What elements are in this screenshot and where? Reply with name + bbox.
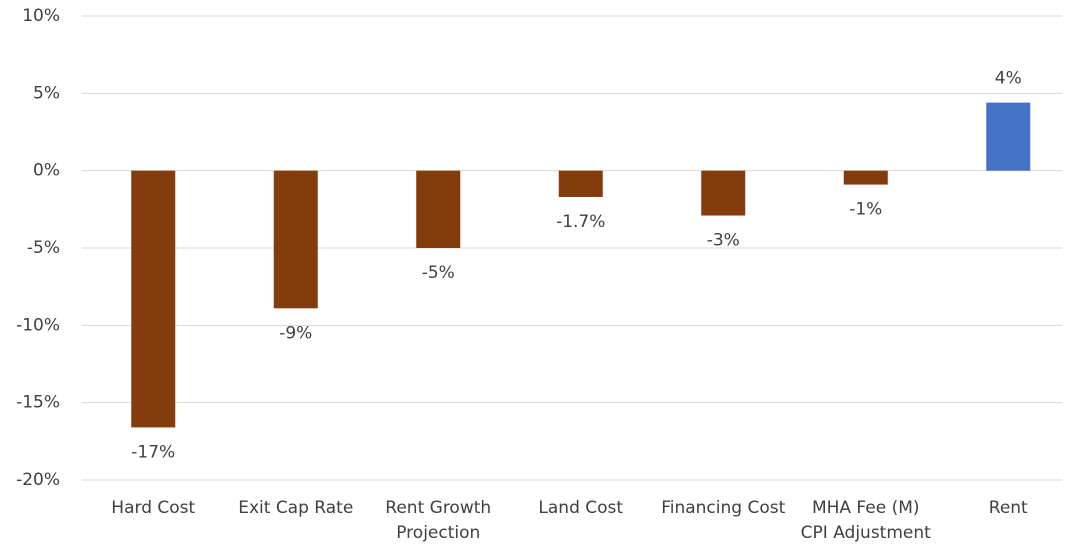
x-tick-label: Exit Cap Rate xyxy=(238,498,353,518)
value-label: -5% xyxy=(422,263,455,283)
value-label: -17% xyxy=(131,442,175,462)
bar xyxy=(416,170,461,248)
bar xyxy=(558,170,603,197)
bar xyxy=(701,170,746,216)
y-tick-label: -10% xyxy=(16,315,60,335)
x-tick-label: Financing Cost xyxy=(661,498,785,518)
y-tick-label: 10% xyxy=(22,6,60,26)
y-tick-label: -5% xyxy=(27,238,60,258)
bar xyxy=(273,170,318,309)
value-label: 4% xyxy=(995,69,1022,89)
value-label: -9% xyxy=(279,323,312,343)
x-tick-label: Rent xyxy=(989,498,1028,518)
x-tick-label: Hard Cost xyxy=(111,498,195,518)
y-tick-label: -20% xyxy=(16,470,60,490)
x-tick-label: Rent Growth Projection xyxy=(385,498,491,543)
value-label: -1.7% xyxy=(556,212,605,232)
y-tick-label: 5% xyxy=(33,83,60,103)
value-label: -1% xyxy=(849,200,882,220)
x-tick-label: MHA Fee (M) CPI Adjustment xyxy=(801,498,931,543)
bar xyxy=(843,170,888,185)
value-label: -3% xyxy=(707,231,740,251)
y-tick-label: 0% xyxy=(33,161,60,181)
x-tick-label: Land Cost xyxy=(538,498,623,518)
bar xyxy=(131,170,176,428)
y-tick-label: -15% xyxy=(16,393,60,413)
bar xyxy=(986,102,1031,171)
